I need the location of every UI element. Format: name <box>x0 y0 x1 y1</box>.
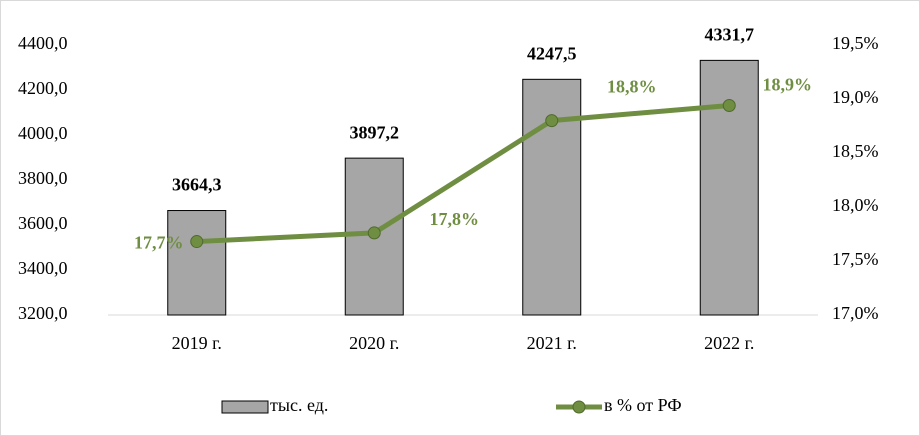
bar <box>699 59 759 316</box>
y-tick-label: 3600,0 <box>18 213 68 233</box>
line-value-label: 17,7% <box>134 233 184 253</box>
line-value-label: 18,9% <box>763 75 813 95</box>
line-value-label: 17,8% <box>430 209 480 229</box>
y-tick-label: 3200,0 <box>18 303 68 323</box>
line-marker <box>190 235 204 249</box>
y-tick-label: 4400,0 <box>18 33 68 53</box>
y2-tick-label: 18,5% <box>832 141 879 161</box>
x-tick-label: 2021 г. <box>527 333 577 353</box>
y2-tick-label: 18,0% <box>832 195 879 215</box>
bar-value-label: 4247,5 <box>527 43 577 63</box>
line-marker <box>367 226 381 240</box>
line-marker <box>722 98 736 112</box>
y2-tick-label: 19,5% <box>832 33 879 53</box>
x-tick-label: 2022 г. <box>704 333 754 353</box>
y-tick-label: 3400,0 <box>18 258 68 278</box>
bar-value-label: 3897,2 <box>350 122 400 142</box>
bar-value-label: 4331,7 <box>705 24 755 44</box>
bar <box>167 210 227 316</box>
y2-tick-label: 17,0% <box>832 303 879 323</box>
legend-swatch <box>221 400 269 414</box>
bar-value-label: 3664,3 <box>172 175 222 195</box>
legend-marker <box>572 400 586 414</box>
y2-tick-label: 17,5% <box>832 249 879 269</box>
legend-label: в % от РФ <box>604 395 682 415</box>
x-tick-label: 2019 г. <box>172 333 222 353</box>
y-tick-label: 4200,0 <box>18 78 68 98</box>
y-tick-label: 3800,0 <box>18 168 68 188</box>
legend-label: тыс. ед. <box>270 395 328 415</box>
line <box>196 102 730 245</box>
y2-tick-label: 19,0% <box>832 87 879 107</box>
x-tick-label: 2020 г. <box>349 333 399 353</box>
line-value-label: 18,8% <box>607 77 657 97</box>
line-marker <box>545 114 559 128</box>
y-tick-label: 4000,0 <box>18 123 68 143</box>
